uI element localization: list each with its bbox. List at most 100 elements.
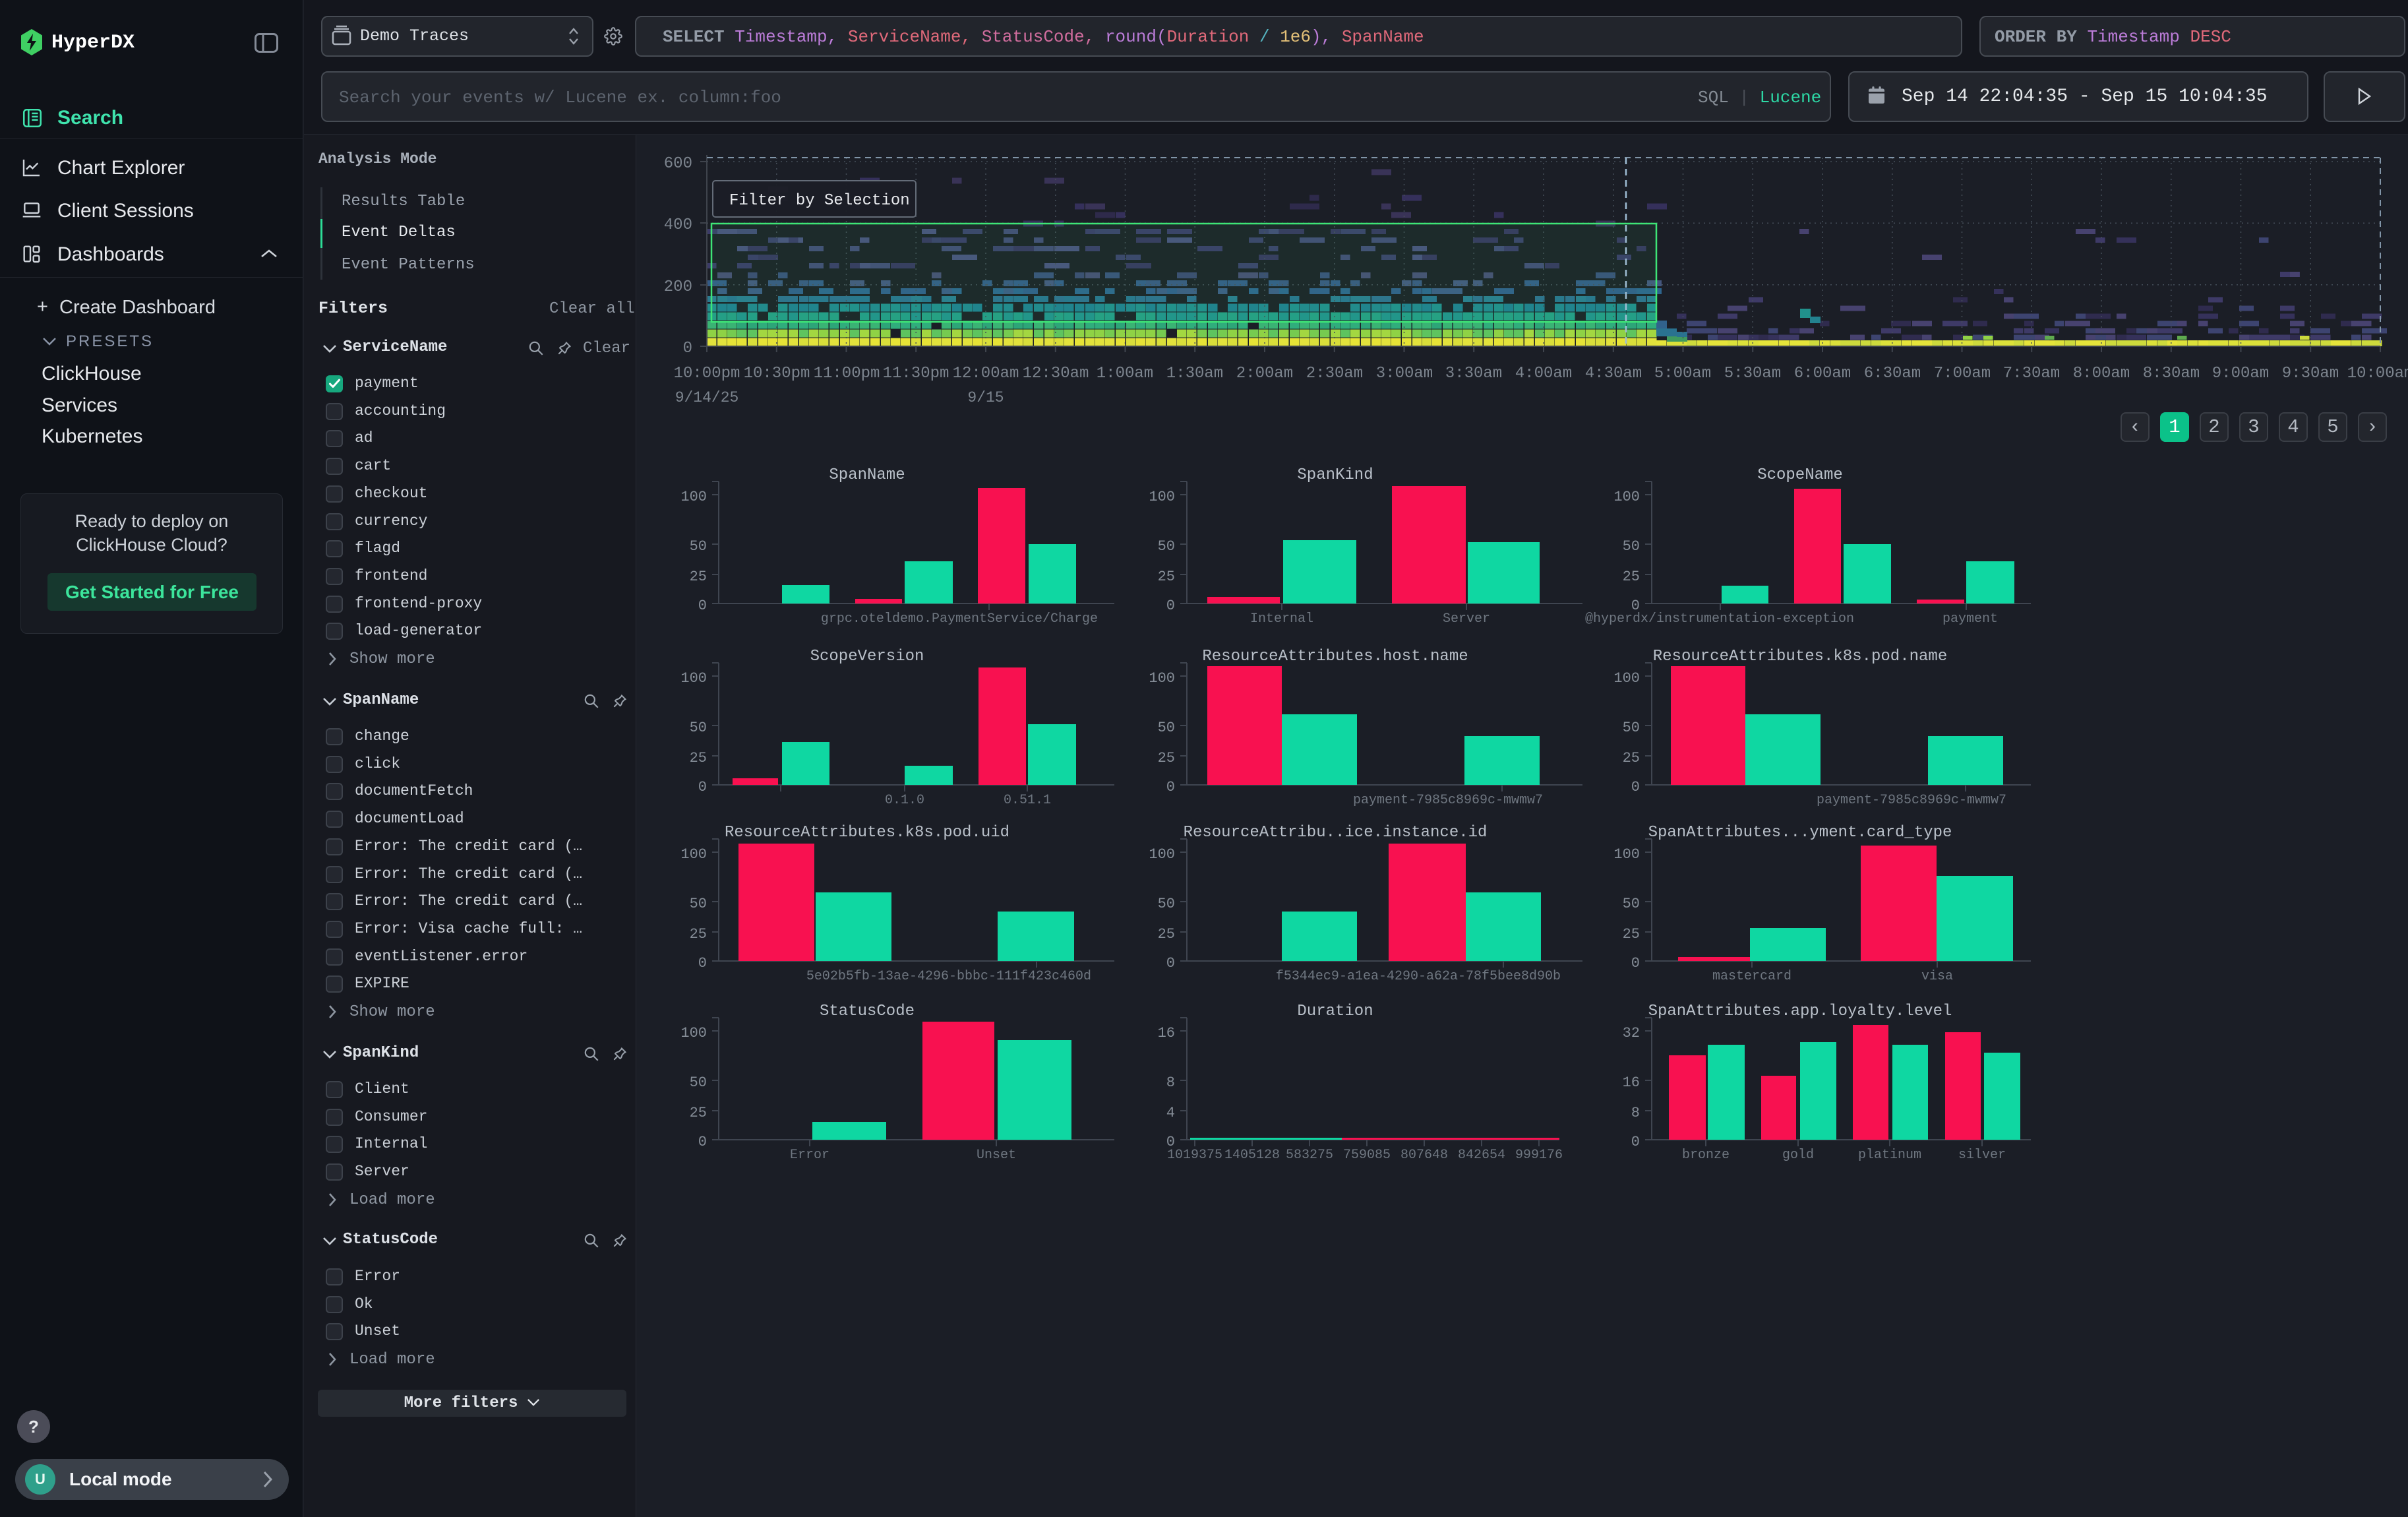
svg-text:3:00am: 3:00am	[1376, 365, 1433, 383]
svg-text:payment: payment	[1942, 611, 1998, 627]
svg-text:9/15: 9/15	[967, 389, 1004, 406]
svg-text:0: 0	[698, 598, 707, 614]
svg-text:400: 400	[664, 216, 692, 234]
svg-text:50: 50	[1623, 896, 1640, 912]
svg-text:842654: 842654	[1458, 1148, 1505, 1163]
svg-text:3:30am: 3:30am	[1445, 365, 1502, 383]
svg-text:0: 0	[1631, 598, 1640, 614]
svg-text:1:00am: 1:00am	[1097, 365, 1153, 383]
svg-text:8: 8	[1166, 1074, 1175, 1091]
svg-text:100: 100	[1613, 489, 1640, 505]
svg-text:32: 32	[1623, 1025, 1640, 1041]
svg-text:759085: 759085	[1343, 1148, 1391, 1163]
svg-text:0: 0	[698, 1134, 707, 1150]
svg-text:0: 0	[1166, 779, 1175, 795]
svg-text:ResourceAttributes.k8s.pod.uid: ResourceAttributes.k8s.pod.uid	[725, 824, 1009, 842]
svg-text:visa: visa	[1921, 969, 1953, 984]
svg-text:999176: 999176	[1515, 1148, 1563, 1163]
svg-text:100: 100	[680, 846, 707, 863]
svg-text:payment-7985c8969c-mwmw7: payment-7985c8969c-mwmw7	[1817, 793, 2006, 808]
svg-text:50: 50	[690, 538, 707, 555]
svg-text:100: 100	[1613, 670, 1640, 687]
svg-text:9/14/25: 9/14/25	[675, 389, 739, 406]
svg-text:12:00am: 12:00am	[953, 365, 1019, 383]
svg-text:SpanKind: SpanKind	[1297, 466, 1373, 484]
svg-text:25: 25	[690, 926, 707, 943]
svg-text:0.1.0: 0.1.0	[885, 793, 924, 808]
svg-text:50: 50	[690, 1074, 707, 1091]
svg-text:mastercard: mastercard	[1712, 969, 1791, 984]
svg-text:807648: 807648	[1400, 1148, 1448, 1163]
svg-text:platinum: platinum	[1858, 1148, 1921, 1163]
svg-text:5e02b5fb-13ae-4296-bbbc-111f42: 5e02b5fb-13ae-4296-bbbc-111f423c460d	[806, 969, 1091, 984]
svg-text:50: 50	[1158, 896, 1175, 912]
svg-text:Internal: Internal	[1250, 611, 1313, 627]
svg-text:4:00am: 4:00am	[1515, 365, 1572, 383]
svg-text:ResourceAttribu..ice.instance.: ResourceAttribu..ice.instance.id	[1184, 824, 1488, 842]
svg-text:0: 0	[1166, 955, 1175, 972]
svg-text:2:00am: 2:00am	[1236, 365, 1293, 383]
svg-text:6:00am: 6:00am	[1794, 365, 1851, 383]
svg-text:4: 4	[1166, 1105, 1175, 1121]
svg-text:50: 50	[690, 896, 707, 912]
svg-text:grpc.oteldemo.PaymentService/C: grpc.oteldemo.PaymentService/Charge	[821, 611, 1098, 627]
svg-text:1019375: 1019375	[1167, 1148, 1222, 1163]
svg-text:50: 50	[1623, 538, 1640, 555]
svg-text:6:30am: 6:30am	[1864, 365, 1921, 383]
svg-text:50: 50	[1158, 720, 1175, 736]
svg-text:100: 100	[680, 670, 707, 687]
svg-text:Error: Error	[790, 1148, 829, 1163]
svg-text:0: 0	[1166, 1134, 1175, 1150]
svg-text:200: 200	[664, 278, 692, 296]
svg-text:1:30am: 1:30am	[1166, 365, 1223, 383]
svg-text:8:00am: 8:00am	[2073, 365, 2130, 383]
svg-text:25: 25	[1158, 750, 1175, 766]
svg-text:@hyperdx/instrumentation-excep: @hyperdx/instrumentation-exception	[1585, 611, 1854, 627]
svg-text:SpanAttributes...yment.card_ty: SpanAttributes...yment.card_type	[1648, 824, 1952, 842]
svg-text:10:30pm: 10:30pm	[744, 365, 810, 383]
svg-text:50: 50	[1158, 538, 1175, 555]
svg-text:50: 50	[1623, 720, 1640, 736]
svg-text:16: 16	[1623, 1074, 1640, 1091]
svg-text:0: 0	[698, 779, 707, 795]
svg-text:7:30am: 7:30am	[2003, 365, 2060, 383]
svg-text:4:30am: 4:30am	[1585, 365, 1642, 383]
svg-text:25: 25	[690, 750, 707, 766]
svg-text:ResourceAttributes.k8s.pod.nam: ResourceAttributes.k8s.pod.name	[1653, 648, 1947, 666]
svg-text:Filter by Selection: Filter by Selection	[729, 192, 910, 210]
svg-text:10:00pm: 10:00pm	[674, 365, 740, 383]
svg-text:100: 100	[1613, 846, 1640, 863]
svg-text:25: 25	[1623, 750, 1640, 766]
svg-text:0: 0	[1631, 1134, 1640, 1150]
svg-text:Unset: Unset	[977, 1148, 1016, 1163]
svg-text:25: 25	[1158, 569, 1175, 585]
svg-text:100: 100	[680, 489, 707, 505]
svg-text:11:00pm: 11:00pm	[814, 365, 880, 383]
svg-text:8:30am: 8:30am	[2143, 365, 2200, 383]
svg-text:2:30am: 2:30am	[1306, 365, 1363, 383]
svg-text:1405128: 1405128	[1224, 1148, 1280, 1163]
svg-text:10:00am: 10:00am	[2347, 365, 2408, 383]
svg-text:Server: Server	[1443, 611, 1490, 627]
svg-text:12:30am: 12:30am	[1023, 365, 1089, 383]
svg-text:ScopeVersion: ScopeVersion	[810, 648, 924, 666]
svg-text:100: 100	[1149, 846, 1175, 863]
svg-text:Duration: Duration	[1297, 1003, 1373, 1020]
svg-text:50: 50	[690, 720, 707, 736]
svg-text:25: 25	[690, 569, 707, 585]
svg-text:SpanAttributes.app.loyalty.lev: SpanAttributes.app.loyalty.level	[1648, 1003, 1952, 1020]
svg-text:0: 0	[1166, 598, 1175, 614]
svg-text:11:30pm: 11:30pm	[883, 365, 949, 383]
svg-text:16: 16	[1158, 1025, 1175, 1041]
svg-text:0: 0	[683, 340, 692, 357]
svg-text:0: 0	[698, 955, 707, 972]
svg-text:gold: gold	[1782, 1148, 1814, 1163]
svg-text:0: 0	[1631, 779, 1640, 795]
svg-text:5:00am: 5:00am	[1654, 365, 1711, 383]
svg-text:25: 25	[1623, 569, 1640, 585]
svg-text:9:00am: 9:00am	[2212, 365, 2269, 383]
svg-text:SpanName: SpanName	[829, 466, 905, 484]
svg-text:9:30am: 9:30am	[2282, 365, 2339, 383]
svg-text:100: 100	[1149, 489, 1175, 505]
svg-text:7:00am: 7:00am	[1934, 365, 1991, 383]
